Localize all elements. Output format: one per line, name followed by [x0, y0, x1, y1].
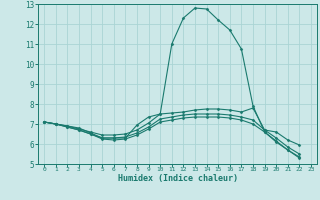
X-axis label: Humidex (Indice chaleur): Humidex (Indice chaleur)	[118, 174, 238, 183]
